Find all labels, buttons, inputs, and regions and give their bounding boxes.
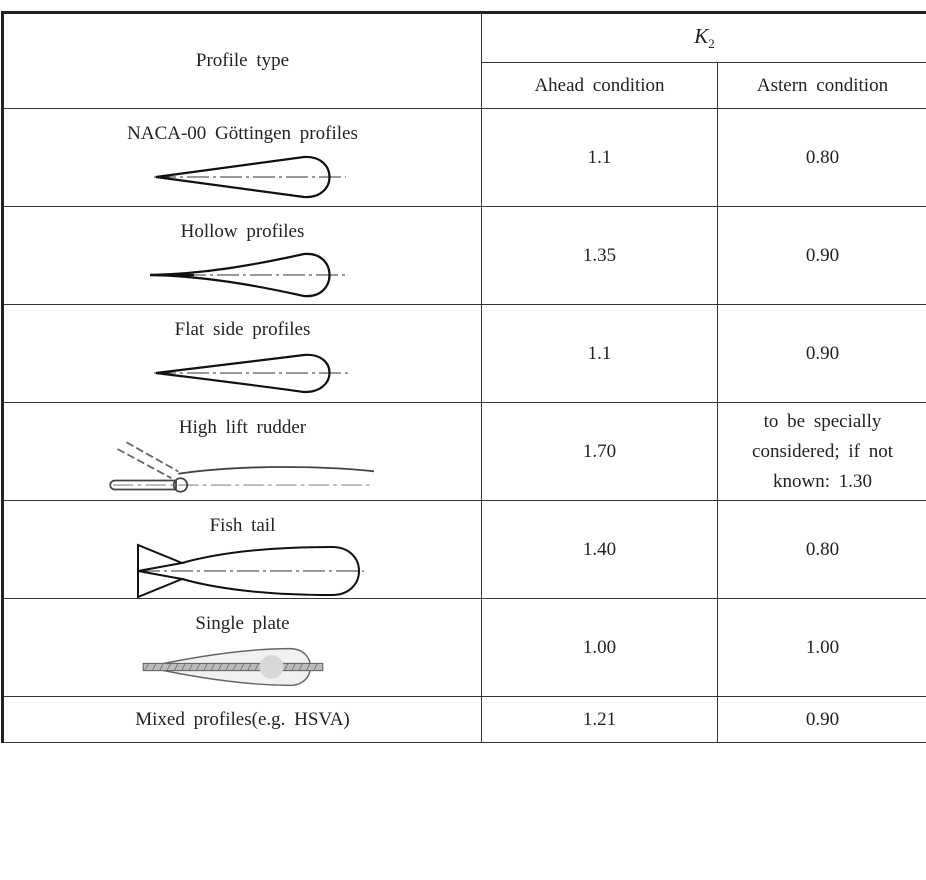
flat-side-foil-icon xyxy=(154,353,350,394)
ahead-value: 1.00 xyxy=(481,598,718,697)
ahead-value: 1.70 xyxy=(481,402,718,501)
astern-value: 0.80 xyxy=(716,500,926,599)
astern-value: 1.00 xyxy=(716,598,926,697)
flap-rudder-icon xyxy=(109,441,374,493)
astern-value: 0.80 xyxy=(716,108,926,207)
k2-symbol: K xyxy=(694,23,709,48)
ahead-value: 1.35 xyxy=(481,206,718,305)
astern-value: 0.90 xyxy=(716,696,926,743)
astern-value: 0.90 xyxy=(716,304,926,403)
ahead-value: 1.21 xyxy=(481,696,718,743)
header-profile-type: Profile type xyxy=(2,12,482,109)
table-row: Hollow profiles 1.35 0.90 xyxy=(2,206,926,305)
table-row: Mixed profiles(e.g. HSVA) 1.21 0.90 xyxy=(2,696,926,743)
astern-value: to be specially considered; if not known… xyxy=(716,402,926,501)
table-row: Fish tail 1.40 0.80 xyxy=(2,500,926,599)
ahead-value: 1.1 xyxy=(481,108,718,207)
table-row: High lift rudder 1.70 to be specially co… xyxy=(2,402,926,501)
symmetric-foil-icon xyxy=(154,155,346,199)
astern-line: to be specially xyxy=(763,410,882,432)
hollow-foil-icon xyxy=(149,252,346,298)
profile-name: NACA-00 Göttingen profiles xyxy=(127,123,358,144)
profile-name: Hollow profiles xyxy=(180,221,305,242)
ahead-value: 1.1 xyxy=(481,304,718,403)
single-plate-icon xyxy=(142,647,324,687)
fish-tail-foil-icon xyxy=(137,543,364,599)
header-astern: Astern condition xyxy=(716,62,926,109)
k2-coefficient-table: Profile type K2 Ahead condition Astern c… xyxy=(1,11,926,743)
astern-line: known: 1.30 xyxy=(773,470,872,492)
table-row: Single plate 1.00 1.00 xyxy=(2,598,926,697)
profile-name: Mixed profiles(e.g. HSVA) xyxy=(2,696,482,743)
profile-cell: High lift rudder xyxy=(2,402,482,501)
astern-value: 0.90 xyxy=(716,206,926,305)
profile-cell: Fish tail xyxy=(2,500,482,599)
k2-subscript: 2 xyxy=(708,36,715,52)
profile-cell: Single plate xyxy=(2,598,482,697)
profile-cell: NACA-00 Göttingen profiles xyxy=(2,108,482,207)
table-row: Flat side profiles 1.1 0.90 xyxy=(2,304,926,403)
profile-name: Single plate xyxy=(195,613,290,634)
header-k2: K2 xyxy=(480,12,926,63)
profile-cell: Flat side profiles xyxy=(2,304,482,403)
profile-name: Flat side profiles xyxy=(174,319,311,340)
profile-cell: Hollow profiles xyxy=(2,206,482,305)
profile-name: Fish tail xyxy=(209,515,276,536)
astern-line: considered; if not xyxy=(752,440,893,462)
profile-name: High lift rudder xyxy=(178,417,307,438)
header-ahead: Ahead condition xyxy=(481,62,718,109)
ahead-value: 1.40 xyxy=(481,500,718,599)
table-row: NACA-00 Göttingen profiles 1.1 0.80 xyxy=(2,108,926,207)
